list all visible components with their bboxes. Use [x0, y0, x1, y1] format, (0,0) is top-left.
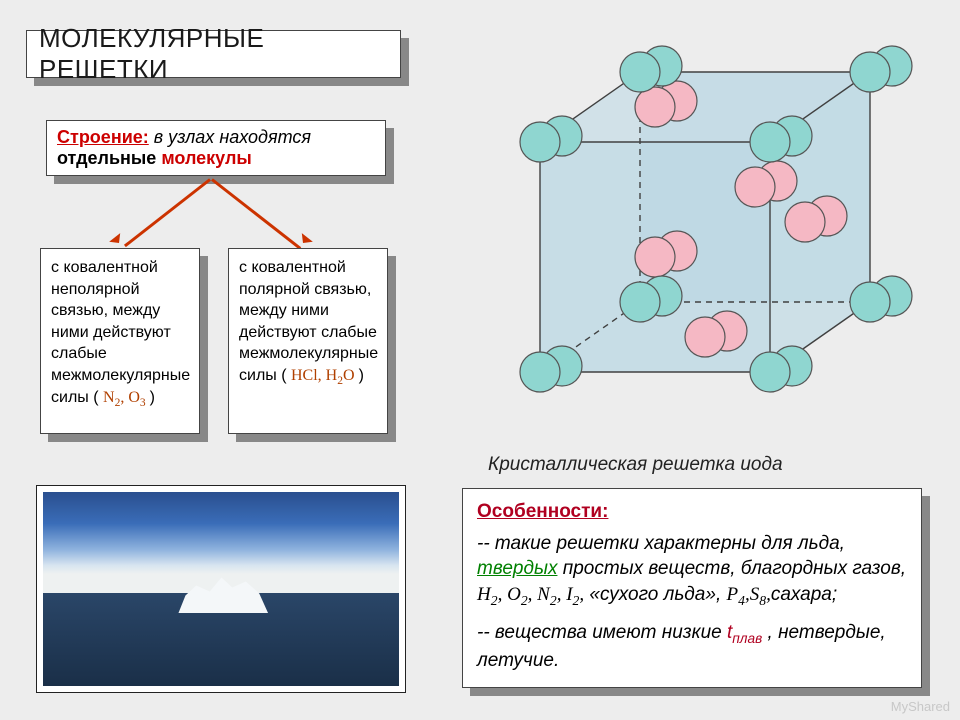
watermark: MyShared	[891, 699, 950, 714]
features-formulas: H2, O2, N2, I2,	[477, 584, 584, 605]
structure-red: молекулы	[161, 148, 251, 168]
features-t-sub: плав	[732, 631, 762, 646]
title-box: МОЛЕКУЛЯРНЫЕ РЕШЕТКИ	[26, 30, 401, 78]
features-p1-tail: сахара;	[771, 584, 837, 605]
leaf1-f2-sub: 3	[140, 397, 146, 409]
leaf-nonpolar: с ковалентной неполярной связью, между н…	[40, 248, 200, 434]
lattice-caption: Кристаллическая решетка иода	[488, 454, 783, 476]
structure-bold: отдельные	[57, 148, 161, 168]
features-formulas2: P4,S8,	[727, 584, 771, 605]
leaf1-tail: )	[150, 389, 155, 406]
crystal-lattice-diagram	[470, 22, 920, 442]
structure-box: Строение: в узлах находятся отдельные мо…	[46, 120, 386, 176]
leaf2-f2: O	[343, 367, 355, 384]
leaf2-f: HCl, H2O	[291, 367, 359, 384]
iceberg-photo	[36, 485, 406, 693]
structure-text-1: в узлах находятся	[154, 127, 311, 147]
leaf-polar: с ковалентной полярной связью, между ним…	[228, 248, 388, 434]
leaf1-f1-el: N	[103, 389, 115, 406]
features-label: Особенности:	[477, 499, 907, 525]
features-t: tплав	[727, 622, 762, 643]
leaf1-text: с ковалентной неполярной связью, между н…	[51, 259, 190, 406]
features-p1b: простых веществ, благордных газов,	[563, 558, 906, 579]
leaf1-f2-el: O	[128, 389, 140, 406]
features-p1a: -- такие решетки характерны для льда,	[477, 533, 845, 554]
structure-label: Строение:	[57, 127, 149, 147]
leaf2-f1: HCl, H	[291, 367, 337, 384]
features-p1-dry: «сухого льда»,	[589, 584, 726, 605]
features-p2a: -- вещества имеют низкие	[477, 622, 727, 643]
leaf1-f1: N2, O3	[103, 389, 150, 406]
features-box: Особенности: -- такие решетки характерны…	[462, 488, 922, 688]
page-title: МОЛЕКУЛЯРНЫЕ РЕШЕТКИ	[39, 23, 400, 85]
features-p1-green: твердых	[477, 558, 557, 579]
leaf2-tail: )	[359, 367, 364, 384]
leaf2-text: с ковалентной полярной связью, между ним…	[239, 259, 378, 384]
